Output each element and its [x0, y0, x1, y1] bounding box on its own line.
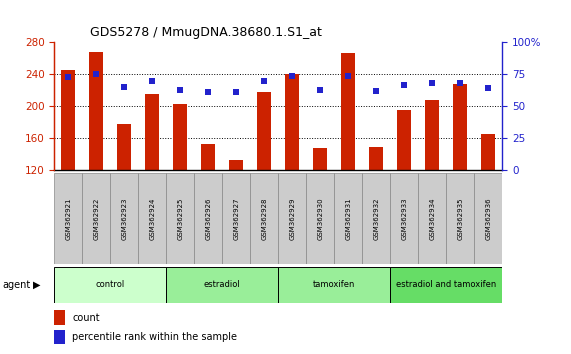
Text: GSM362923: GSM362923: [121, 197, 127, 240]
Text: estradiol and tamoxifen: estradiol and tamoxifen: [396, 280, 497, 290]
Text: GSM362924: GSM362924: [149, 198, 155, 240]
Text: GSM362921: GSM362921: [65, 197, 71, 240]
Text: ▶: ▶: [33, 280, 40, 290]
Text: GSM362930: GSM362930: [317, 197, 323, 240]
Bar: [202, 144, 215, 170]
Text: GSM362935: GSM362935: [457, 197, 464, 240]
Text: count: count: [72, 313, 100, 323]
Bar: [447, 173, 475, 264]
Bar: [222, 173, 250, 264]
Text: control: control: [96, 280, 125, 290]
Bar: [335, 173, 363, 264]
Text: agent: agent: [3, 280, 31, 290]
Bar: [313, 148, 327, 170]
Bar: [419, 173, 447, 264]
Bar: [54, 173, 82, 264]
Bar: [250, 173, 279, 264]
Point: [64, 74, 73, 80]
Bar: [391, 173, 419, 264]
Text: estradiol: estradiol: [204, 280, 241, 290]
Bar: [54, 267, 166, 303]
Text: GSM362926: GSM362926: [206, 197, 211, 240]
Text: GSM362925: GSM362925: [178, 198, 183, 240]
Bar: [391, 267, 502, 303]
Bar: [110, 173, 138, 264]
Bar: [54, 330, 65, 344]
Text: GSM362932: GSM362932: [373, 197, 379, 240]
Bar: [194, 173, 222, 264]
Bar: [475, 173, 502, 264]
Point: [344, 73, 353, 79]
Bar: [230, 160, 243, 170]
Bar: [307, 173, 335, 264]
Text: GSM362928: GSM362928: [262, 197, 267, 240]
Text: GSM362922: GSM362922: [93, 198, 99, 240]
Point: [92, 72, 101, 77]
Text: GSM362931: GSM362931: [345, 197, 351, 240]
Text: GSM362927: GSM362927: [234, 197, 239, 240]
Text: tamoxifen: tamoxifen: [313, 280, 356, 290]
Bar: [166, 173, 194, 264]
Point: [232, 89, 241, 95]
Text: GSM362929: GSM362929: [289, 197, 295, 240]
Text: percentile rank within the sample: percentile rank within the sample: [72, 332, 237, 342]
Bar: [82, 173, 110, 264]
Point: [372, 88, 381, 94]
Bar: [54, 310, 65, 325]
Bar: [258, 92, 271, 170]
Point: [316, 87, 325, 92]
Bar: [166, 267, 278, 303]
Bar: [279, 267, 391, 303]
Bar: [363, 173, 391, 264]
Bar: [61, 70, 75, 170]
Bar: [453, 84, 468, 170]
Bar: [174, 104, 187, 170]
Point: [288, 73, 297, 79]
Point: [120, 84, 129, 90]
Bar: [341, 53, 355, 170]
Text: GSM362933: GSM362933: [401, 197, 408, 240]
Bar: [286, 74, 299, 170]
Bar: [425, 100, 440, 170]
Point: [484, 86, 493, 91]
Text: GSM362934: GSM362934: [429, 197, 436, 240]
Point: [148, 78, 157, 84]
Point: [400, 82, 409, 87]
Point: [204, 89, 213, 95]
Bar: [138, 173, 166, 264]
Point: [176, 87, 185, 92]
Bar: [481, 134, 496, 170]
Point: [260, 78, 269, 84]
Bar: [145, 94, 159, 170]
Bar: [117, 124, 131, 170]
Point: [456, 80, 465, 86]
Bar: [397, 110, 412, 170]
Bar: [279, 173, 307, 264]
Bar: [369, 147, 383, 170]
Text: GSM362936: GSM362936: [485, 197, 492, 240]
Point: [428, 80, 437, 86]
Text: GDS5278 / MmugDNA.38680.1.S1_at: GDS5278 / MmugDNA.38680.1.S1_at: [90, 26, 322, 39]
Bar: [89, 52, 103, 170]
